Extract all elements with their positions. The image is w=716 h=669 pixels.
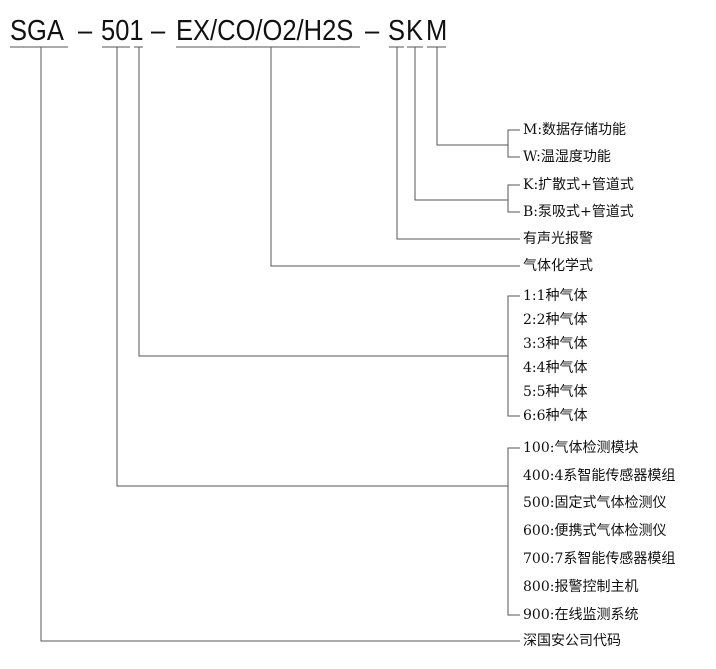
code-gases: EX/CO/O2/H2S — [176, 15, 354, 47]
gas-count-item: 5:5种气体 — [523, 384, 588, 400]
code-sga: SGA — [10, 15, 64, 47]
connector-company — [40, 47, 520, 642]
bracket-count — [507, 295, 520, 417]
gas-count-item: 2:2种气体 — [523, 312, 588, 328]
code-dash: – — [78, 15, 93, 47]
bracket-mw — [507, 129, 520, 158]
bracket-series — [507, 447, 520, 616]
connector-k — [414, 47, 508, 201]
code-dash: – — [151, 15, 166, 47]
option-k: K:扩散式+管道式 — [523, 177, 634, 193]
gas-count-item: 1:1种气体 — [523, 288, 588, 304]
series-item: 100:气体检测模块 — [523, 440, 639, 456]
gas-count-item: 3:3种气体 — [523, 336, 588, 352]
code-501: 501 — [101, 15, 144, 47]
option-m: M:数据存储功能 — [523, 122, 627, 138]
bracket-kb — [507, 184, 520, 213]
series-item: 700:7系智能传感器模组 — [523, 551, 676, 567]
option-w: W:温湿度功能 — [523, 149, 611, 165]
series-item: 900:在线监测系统 — [523, 607, 639, 623]
connector-series — [116, 47, 508, 487]
connector-count — [138, 47, 508, 357]
series-item: 600:便携式气体检测仪 — [523, 523, 667, 539]
series-item: 800:报警控制主机 — [523, 579, 639, 595]
code-s: S — [388, 15, 406, 47]
company-code-label: 深国安公司代码 — [523, 633, 621, 649]
series-item: 400:4系智能传感器模组 — [523, 468, 676, 484]
gas-count-item: 6:6种气体 — [523, 408, 588, 424]
connector-gas — [270, 47, 520, 267]
series-item: 500:固定式气体检测仪 — [523, 495, 667, 511]
code-dash: – — [365, 15, 380, 47]
gas-count-item: 4:4种气体 — [523, 360, 588, 376]
option-alarm: 有声光报警 — [523, 231, 593, 247]
connector-m — [436, 47, 508, 146]
code-m: M — [426, 15, 448, 47]
connector-s — [396, 47, 520, 240]
option-b: B:泵吸式+管道式 — [523, 204, 634, 220]
code-k: K — [406, 15, 424, 47]
option-gas-formula: 气体化学式 — [523, 258, 593, 274]
